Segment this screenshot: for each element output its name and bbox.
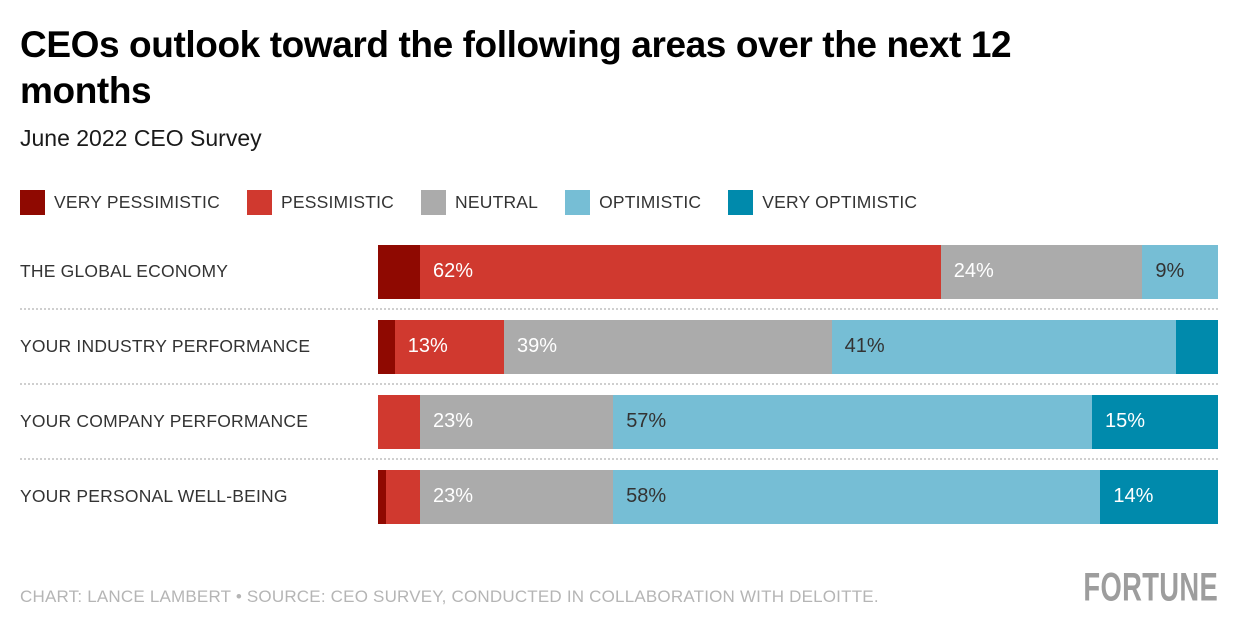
category-label: YOUR PERSONAL WELL-BEING [20, 486, 288, 506]
bar-segment [378, 244, 420, 299]
legend-swatch [565, 189, 591, 215]
bar-segment: 41% [831, 319, 1176, 374]
legend-item-label: VERY OPTIMISTIC [762, 191, 918, 212]
legend-item: NEUTRAL [421, 189, 539, 215]
row-separator [20, 299, 1218, 320]
legend-item: PESSIMISTIC [246, 189, 395, 215]
bar-segment: 13% [394, 319, 504, 374]
bar-segment: 15% [1091, 394, 1218, 449]
category-label: THE GLOBAL ECONOMY [20, 261, 229, 281]
chart: THE GLOBAL ECONOMY 62% 24% 9% YOUR INDUSTRY … [20, 244, 1218, 524]
legend-swatch [728, 189, 754, 215]
chart-rows: THE GLOBAL ECONOMY 62% 24% 9% YOUR INDUSTRY … [20, 244, 1218, 524]
bar-segment [1175, 319, 1218, 374]
legend-swatch [421, 189, 447, 215]
bar-segment: 39% [503, 319, 832, 374]
legend-swatch [246, 189, 272, 215]
dotted-line [20, 383, 1218, 385]
stacked-bar: 62% 24% 9% [378, 244, 1218, 299]
legend-item-label: VERY PESSIMISTIC [54, 191, 220, 212]
chart-subtitle: June 2022 CEO Survey [20, 124, 262, 151]
chart-row: YOUR INDUSTRY PERFORMANCE 13% 39% 41% [20, 319, 1218, 374]
bar-segment: 58% [613, 469, 1101, 524]
bar-segment-label: 57% [626, 410, 667, 432]
bar-segment-label: 13% [407, 335, 448, 357]
bar-segment: 23% [419, 469, 614, 524]
bar-segment: 14% [1100, 469, 1218, 524]
chart-row: YOUR COMPANY PERFORMANCE 23% 57% 15% [20, 394, 1218, 449]
bar-segment-label: 15% [1104, 410, 1146, 432]
bar-segment-label: 58% [626, 485, 667, 507]
row-separator [20, 449, 1218, 470]
stacked-bar: 23% 58% 14% [378, 469, 1218, 524]
bar-segment [378, 319, 395, 374]
chart-title: CEOs outlook toward the following areas … [20, 24, 1012, 112]
bar-segment [386, 469, 420, 524]
bar-segment: 57% [613, 394, 1092, 449]
bar-segment: 9% [1142, 244, 1218, 299]
stacked-bar: 23% 57% 15% [378, 394, 1218, 449]
dotted-line [20, 308, 1218, 310]
legend-item-label: PESSIMISTIC [280, 191, 395, 212]
bar-segment-label: 14% [1113, 485, 1154, 507]
chart-row: YOUR PERSONAL WELL-BEING 23% 58% 14% [20, 469, 1218, 524]
bar-segment-label: 23% [432, 485, 474, 507]
chart-credit: CHART: LANCE LAMBERT • SOURCE: CEO SURVE… [20, 586, 879, 606]
category-label: YOUR INDUSTRY PERFORMANCE [20, 336, 311, 356]
legend-item: OPTIMISTIC [565, 189, 702, 215]
legend-item-label: NEUTRAL [455, 191, 539, 212]
bar-segment-label: 62% [433, 260, 474, 282]
bar-segment-label: 41% [844, 335, 885, 357]
bar-segment-label: 9% [1155, 260, 1185, 282]
bar-segment [378, 394, 420, 449]
category-label: YOUR COMPANY PERFORMANCE [20, 411, 309, 431]
bar-segment [378, 469, 387, 524]
legend-swatch [20, 189, 45, 215]
chart-row: THE GLOBAL ECONOMY 62% 24% 9% [20, 244, 1218, 299]
bar-segment: 23% [420, 394, 614, 449]
bar-segment-label: 39% [516, 335, 558, 357]
legend-item: VERY OPTIMISTIC [728, 189, 918, 215]
footer: CHART: LANCE LAMBERT • SOURCE: CEO SURVE… [20, 565, 1218, 611]
legend-item-label: OPTIMISTIC [599, 191, 702, 212]
bar-segment: 62% [420, 244, 941, 299]
bar-segment: 24% [940, 244, 1143, 299]
row-separator [20, 374, 1218, 395]
fortune-logo: FORTUNE [1083, 565, 1218, 610]
bar-segment-label: 23% [433, 410, 474, 432]
legend-item: VERY PESSIMISTIC [20, 189, 220, 215]
stacked-bar: 13% 39% 41% [378, 319, 1218, 374]
legend: VERY PESSIMISTIC PESSIMISTIC NEUTRAL OPTIMI… [20, 189, 1218, 215]
bar-segment-label: 24% [953, 260, 994, 282]
dotted-line [20, 458, 1218, 460]
